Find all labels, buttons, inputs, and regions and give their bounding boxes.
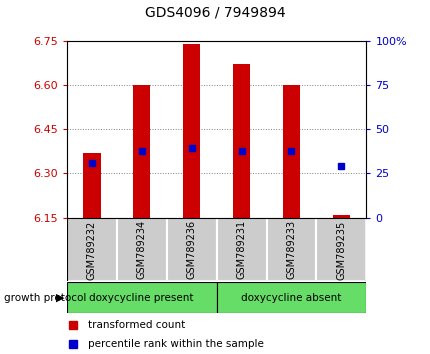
Text: percentile rank within the sample: percentile rank within the sample — [88, 339, 263, 349]
Bar — [182, 44, 200, 218]
Text: GDS4096 / 7949894: GDS4096 / 7949894 — [145, 5, 285, 19]
Bar — [117, 218, 166, 281]
Bar — [232, 64, 250, 218]
Bar — [316, 218, 366, 281]
Bar — [83, 153, 100, 218]
Bar — [67, 282, 216, 313]
Bar — [332, 215, 349, 218]
Bar — [67, 218, 117, 281]
Bar — [282, 85, 300, 218]
Bar — [216, 282, 366, 313]
Text: doxycycline present: doxycycline present — [89, 293, 194, 303]
Bar — [266, 218, 316, 281]
Text: GSM789231: GSM789231 — [236, 220, 246, 280]
Text: ▶: ▶ — [56, 293, 64, 303]
Text: GSM789234: GSM789234 — [136, 220, 146, 280]
Text: transformed count: transformed count — [88, 320, 184, 330]
Bar — [132, 85, 150, 218]
Bar — [216, 218, 266, 281]
Bar — [166, 218, 216, 281]
Text: doxycycline absent: doxycycline absent — [241, 293, 341, 303]
Text: growth protocol: growth protocol — [4, 293, 86, 303]
Text: GSM789236: GSM789236 — [186, 220, 196, 280]
Text: GSM789235: GSM789235 — [335, 220, 346, 280]
Text: GSM789232: GSM789232 — [86, 220, 97, 280]
Text: GSM789233: GSM789233 — [286, 220, 296, 280]
